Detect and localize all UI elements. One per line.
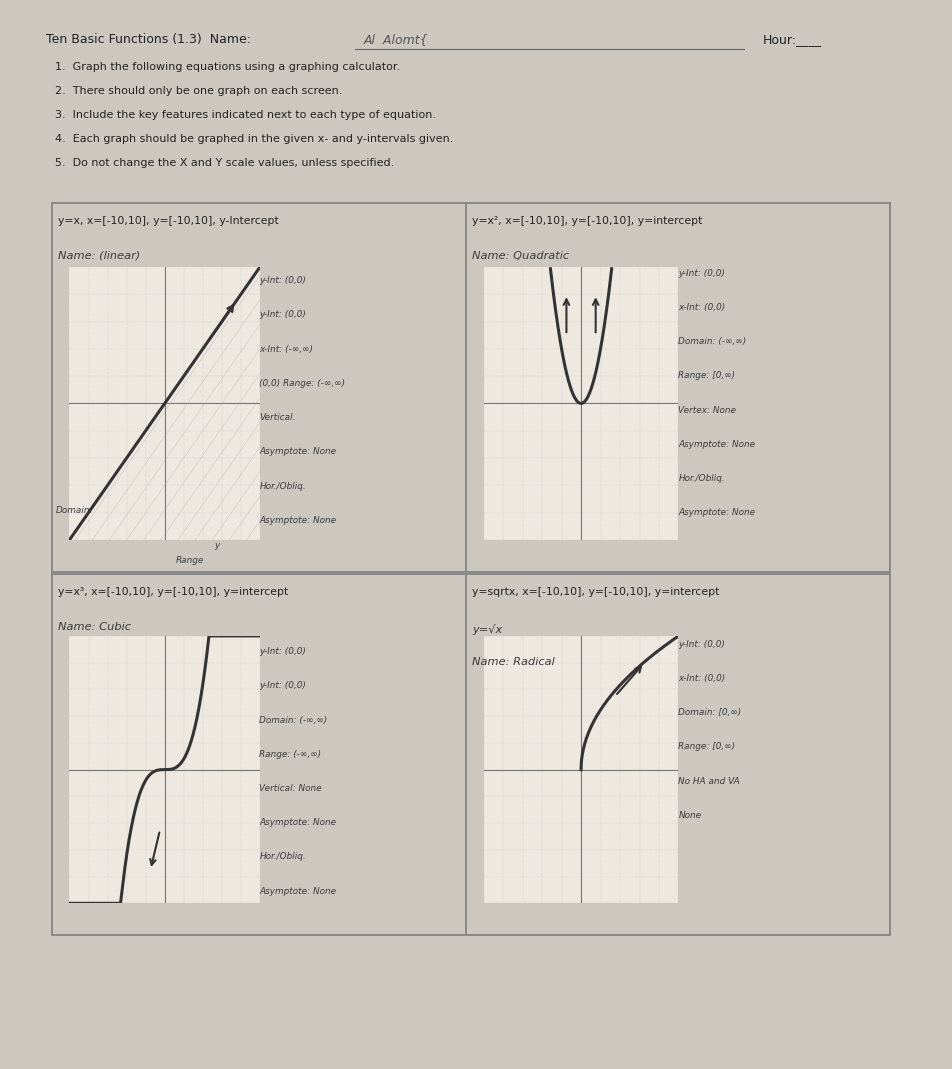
Text: 1.  Graph the following equations using a graphing calculator.: 1. Graph the following equations using a… — [55, 62, 401, 73]
Text: No HA and VA: No HA and VA — [678, 776, 740, 786]
Text: Domain: (-∞,∞): Domain: (-∞,∞) — [259, 715, 327, 725]
Text: y=x³, x=[-10,10], y=[-10,10], y=intercept: y=x³, x=[-10,10], y=[-10,10], y=intercep… — [58, 588, 288, 598]
Text: Name: Radical: Name: Radical — [472, 657, 555, 667]
Text: y-Int: (0,0): y-Int: (0,0) — [259, 276, 307, 285]
Text: Hor./Obliq.: Hor./Obliq. — [259, 481, 307, 491]
Text: Vertical.: Vertical. — [259, 413, 296, 422]
Text: x-Int: (0,0): x-Int: (0,0) — [678, 673, 725, 683]
Text: Range: (-∞,∞): Range: (-∞,∞) — [259, 749, 322, 759]
Text: Domain:: Domain: — [56, 506, 93, 515]
Text: y-Int: (0,0): y-Int: (0,0) — [259, 310, 307, 320]
Text: Asymptote: None: Asymptote: None — [259, 818, 337, 827]
Text: y-Int: (0,0): y-Int: (0,0) — [678, 639, 725, 649]
Text: Asymptote: None: Asymptote: None — [678, 439, 756, 449]
Text: Name: Cubic: Name: Cubic — [58, 622, 131, 632]
Text: 4.  Each graph should be graphed in the given x- and y-intervals given.: 4. Each graph should be graphed in the g… — [55, 134, 454, 144]
Text: Domain: [0,∞): Domain: [0,∞) — [678, 708, 742, 717]
Text: y=x, x=[-10,10], y=[-10,10], y-Intercept: y=x, x=[-10,10], y=[-10,10], y-Intercept — [58, 217, 279, 227]
Text: Name: Quadratic: Name: Quadratic — [472, 251, 569, 261]
Text: y-Int: (0,0): y-Int: (0,0) — [259, 681, 307, 691]
Text: y=√x: y=√x — [472, 624, 503, 635]
Text: (0,0) Range: (-∞,∞): (0,0) Range: (-∞,∞) — [259, 378, 346, 388]
Text: Asymptote: None: Asymptote: None — [259, 515, 337, 525]
Text: Vertex: None: Vertex: None — [678, 405, 736, 415]
Text: None: None — [678, 810, 702, 820]
Text: Al  Alomt{: Al Alomt{ — [364, 33, 428, 46]
Text: y=x², x=[-10,10], y=[-10,10], y=intercept: y=x², x=[-10,10], y=[-10,10], y=intercep… — [472, 217, 703, 227]
Text: 5.  Do not change the X and Y scale values, unless specified.: 5. Do not change the X and Y scale value… — [55, 158, 395, 168]
Text: x-Int: (-∞,∞): x-Int: (-∞,∞) — [259, 344, 313, 354]
Text: Hour:____: Hour:____ — [763, 33, 822, 46]
Text: Range: Range — [176, 556, 205, 566]
Text: Vertical: None: Vertical: None — [259, 784, 322, 793]
Text: Range: [0,∞): Range: [0,∞) — [678, 742, 736, 752]
Text: Range: [0,∞): Range: [0,∞) — [678, 371, 736, 381]
Text: Name: (linear): Name: (linear) — [58, 251, 140, 261]
Text: 3.  Include the key features indicated next to each type of equation.: 3. Include the key features indicated ne… — [55, 110, 436, 120]
Text: Domain: (-∞,∞): Domain: (-∞,∞) — [678, 337, 746, 346]
Text: Hor./Obliq.: Hor./Obliq. — [678, 474, 725, 483]
Text: y: y — [214, 541, 220, 551]
Text: y=sqrtx, x=[-10,10], y=[-10,10], y=intercept: y=sqrtx, x=[-10,10], y=[-10,10], y=inter… — [472, 588, 720, 598]
Text: Hor./Obliq.: Hor./Obliq. — [259, 852, 307, 862]
Text: Ten Basic Functions (1.3)  Name:: Ten Basic Functions (1.3) Name: — [47, 33, 255, 46]
Text: y-Int: (0,0): y-Int: (0,0) — [678, 268, 725, 278]
Text: Asymptote: None: Asymptote: None — [259, 886, 337, 896]
Text: y-Int: (0,0): y-Int: (0,0) — [259, 647, 307, 656]
Text: x-Int: (0,0): x-Int: (0,0) — [678, 303, 725, 312]
Text: Asymptote: None: Asymptote: None — [259, 447, 337, 456]
Text: Asymptote: None: Asymptote: None — [678, 508, 756, 517]
Text: 2.  There should only be one graph on each screen.: 2. There should only be one graph on eac… — [55, 87, 343, 96]
